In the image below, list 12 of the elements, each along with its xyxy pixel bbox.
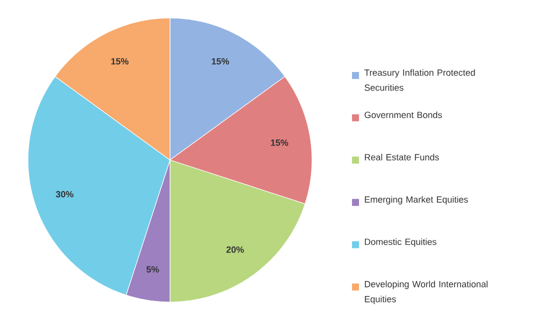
legend-label: Developing World International Equities [364,280,488,304]
data-label: 15% [270,140,288,146]
data-label: 20% [226,246,244,253]
legend-label: Emerging Market Equities [364,196,468,204]
data-label: 30% [56,191,74,198]
data-label: 15% [212,58,230,64]
data-label: 15% [111,58,128,64]
legend-label: Domestic Equities [364,238,436,247]
data-label: 5% [146,266,159,273]
legend-label: Government Bonds [364,111,442,118]
legend-label: Treasury Inflation Protected Securities [364,69,475,91]
legend-label: Real Estate Funds [364,154,439,160]
